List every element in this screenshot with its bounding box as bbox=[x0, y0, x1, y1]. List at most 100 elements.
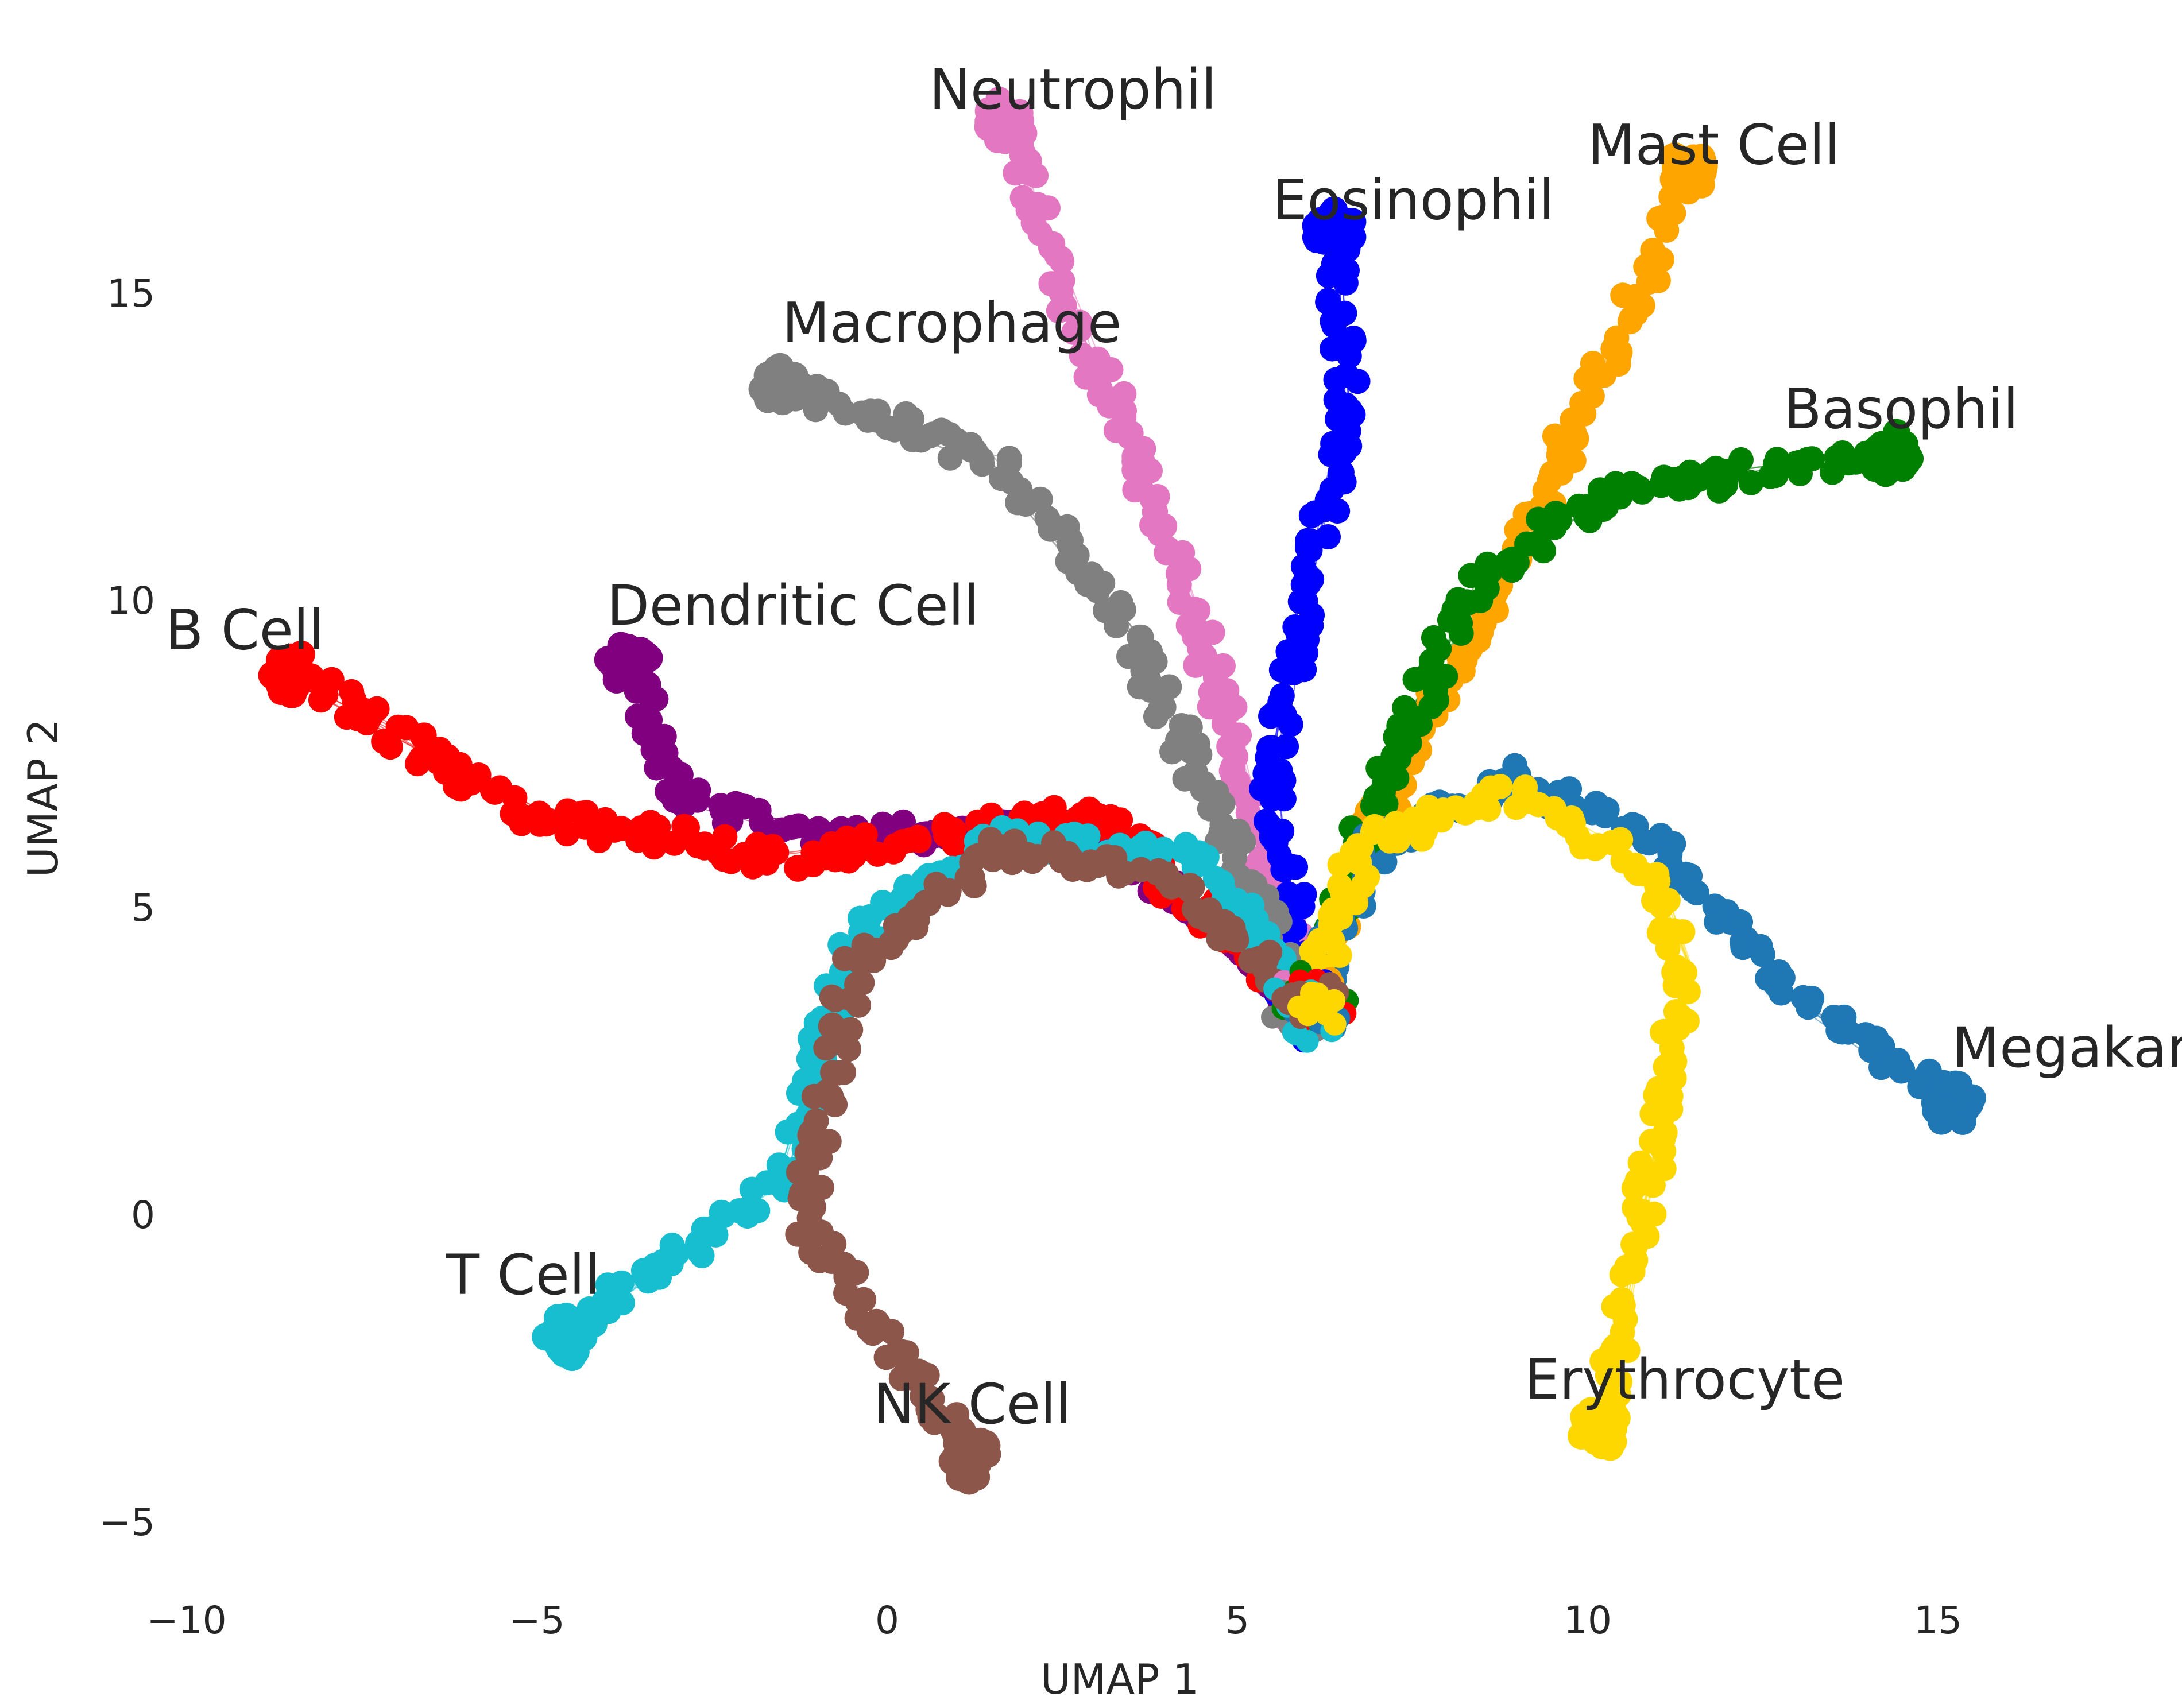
cell-point bbox=[1246, 946, 1271, 971]
cell-point bbox=[1000, 122, 1027, 150]
cell-point bbox=[879, 1319, 905, 1345]
cell-point bbox=[1038, 271, 1064, 297]
cell-point bbox=[651, 723, 677, 749]
cell-point bbox=[1543, 501, 1569, 526]
cell-point bbox=[1086, 382, 1112, 408]
cell-point bbox=[487, 775, 513, 801]
cell-point bbox=[1468, 588, 1494, 613]
cell-point bbox=[732, 842, 757, 867]
cluster-label: B Cell bbox=[165, 598, 324, 663]
cell-point bbox=[737, 1195, 763, 1220]
cell-point bbox=[273, 654, 301, 681]
cell-point bbox=[1656, 917, 1682, 943]
y-tick-label: 5 bbox=[131, 886, 155, 930]
cell-point bbox=[635, 1268, 661, 1294]
cluster-label: NK Cell bbox=[873, 1372, 1071, 1436]
cell-point bbox=[893, 874, 919, 900]
cell-point bbox=[1941, 1070, 1970, 1098]
cell-point bbox=[1179, 874, 1205, 900]
cell-point bbox=[1296, 994, 1320, 1017]
cell-point bbox=[1881, 1050, 1906, 1076]
cell-point bbox=[923, 872, 949, 897]
cell-point bbox=[820, 1060, 846, 1085]
cluster-points bbox=[1293, 774, 1701, 1461]
cell-point bbox=[1655, 935, 1681, 961]
cell-point bbox=[1608, 827, 1634, 853]
x-tick-label: 5 bbox=[1225, 1598, 1249, 1643]
cell-point bbox=[794, 1140, 820, 1166]
cell-point bbox=[1316, 203, 1344, 231]
cell-point bbox=[408, 745, 434, 771]
cell-point bbox=[1799, 446, 1825, 472]
cell-point bbox=[1302, 223, 1330, 251]
cell-point bbox=[1209, 870, 1235, 896]
cell-point bbox=[1327, 460, 1353, 486]
cell-point bbox=[710, 846, 736, 872]
cell-point bbox=[1662, 153, 1690, 181]
cell-point bbox=[1156, 674, 1182, 700]
cell-point bbox=[1541, 796, 1567, 822]
cell-point bbox=[1750, 942, 1775, 967]
cell-point bbox=[371, 729, 397, 754]
cell-point bbox=[1429, 807, 1454, 833]
cell-point bbox=[775, 1119, 800, 1145]
cell-point bbox=[832, 946, 857, 971]
x-axis-label: UMAP 1 bbox=[1040, 1655, 1199, 1703]
cluster-points bbox=[748, 353, 1321, 1012]
cell-point bbox=[813, 1035, 839, 1061]
cell-point bbox=[661, 830, 687, 856]
cell-point bbox=[1334, 362, 1359, 388]
cell-point bbox=[1623, 858, 1649, 884]
cell-point bbox=[1385, 828, 1411, 854]
cell-point bbox=[466, 762, 492, 788]
cell-point bbox=[822, 1092, 848, 1118]
cell-point bbox=[838, 986, 864, 1012]
cell-point bbox=[1626, 475, 1652, 501]
cell-point bbox=[1835, 1019, 1861, 1045]
cell-point bbox=[1065, 313, 1090, 339]
cell-point bbox=[1640, 1172, 1666, 1198]
cell-point bbox=[1267, 843, 1292, 869]
cell-point bbox=[767, 368, 795, 396]
cell-point bbox=[1005, 490, 1031, 516]
cell-point bbox=[1585, 833, 1611, 858]
cell-point bbox=[1607, 484, 1633, 510]
cell-point bbox=[708, 793, 734, 819]
cell-point bbox=[860, 1320, 885, 1346]
cell-point bbox=[1314, 487, 1340, 513]
cell-point bbox=[1824, 445, 1850, 470]
cell-point bbox=[1332, 229, 1360, 257]
cell-point bbox=[1600, 1415, 1627, 1443]
cluster-label: Mast Cell bbox=[1588, 113, 1840, 177]
cell-point bbox=[1169, 713, 1194, 738]
cell-point bbox=[1644, 862, 1670, 888]
cluster-points bbox=[1287, 419, 1924, 1016]
cell-point bbox=[686, 1238, 712, 1264]
cell-point bbox=[1116, 644, 1142, 669]
cell-point bbox=[308, 687, 334, 713]
cell-points bbox=[258, 87, 1986, 1495]
cell-point bbox=[1147, 696, 1173, 722]
cell-point bbox=[1609, 1262, 1635, 1288]
cell-point bbox=[655, 779, 680, 804]
cell-point bbox=[937, 445, 963, 471]
cell-point bbox=[1657, 841, 1683, 867]
cell-point bbox=[1763, 973, 1789, 998]
cell-point bbox=[1612, 1306, 1638, 1332]
cell-point bbox=[1333, 392, 1359, 418]
cell-point bbox=[1468, 619, 1494, 645]
cell-point bbox=[996, 446, 1022, 471]
x-tick-label: −5 bbox=[509, 1598, 564, 1643]
cell-point bbox=[1580, 351, 1605, 376]
cell-point bbox=[1372, 849, 1398, 875]
cell-point bbox=[1200, 619, 1225, 645]
y-tick-label: −5 bbox=[99, 1500, 155, 1544]
cell-point bbox=[1890, 446, 1918, 474]
cell-point bbox=[1181, 896, 1207, 922]
cell-point bbox=[1796, 994, 1821, 1020]
cell-point bbox=[891, 829, 916, 854]
cell-point bbox=[339, 679, 365, 704]
cell-point bbox=[1728, 447, 1754, 472]
x-tick-label: −10 bbox=[146, 1598, 226, 1643]
